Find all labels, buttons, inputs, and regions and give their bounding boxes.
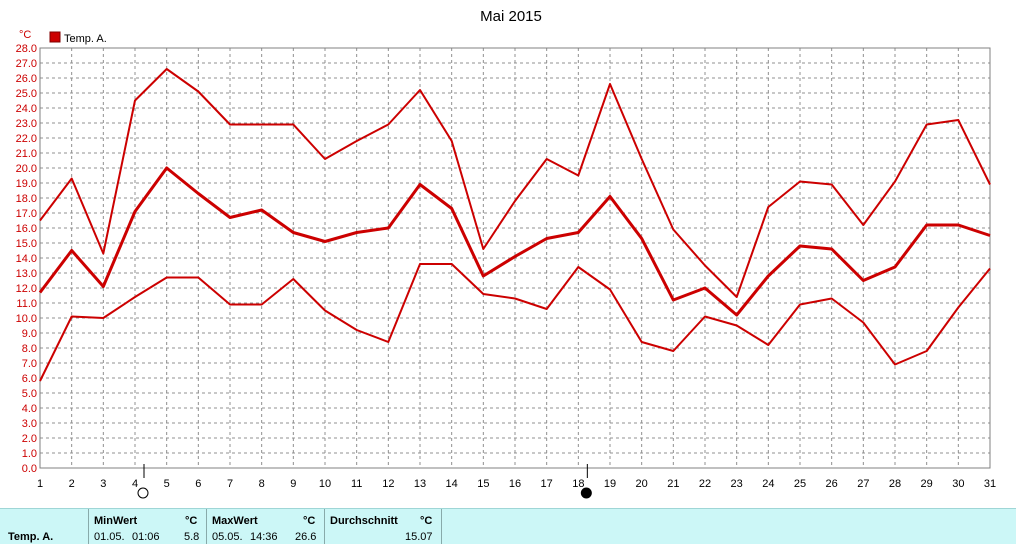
y-tick-label: 19.0	[16, 178, 37, 190]
y-tick-label: 11.0	[16, 298, 37, 310]
plot-frame	[39, 47, 991, 469]
y-tick-label: 2.0	[22, 433, 37, 445]
x-tick-label: 25	[794, 478, 806, 490]
x-tick-label: 20	[636, 478, 648, 490]
y-tick-label: 25.0	[16, 88, 37, 100]
y-tick-label: 7.0	[22, 358, 37, 370]
y-tick-label: 10.0	[16, 313, 37, 325]
y-tick-label: 27.0	[16, 58, 37, 70]
x-tick-label: 10	[319, 478, 331, 490]
avg-cell: Durchschnitt °C 15.07	[325, 509, 442, 544]
x-tick-label: 19	[604, 478, 616, 490]
x-tick-label: 26	[826, 478, 838, 490]
max-unit: °C	[303, 515, 316, 527]
series-line-max	[39, 68, 991, 298]
min-value: 5.8	[184, 531, 200, 543]
x-tick-label: 3	[100, 478, 106, 490]
y-tick-label: 3.0	[22, 418, 37, 430]
summary-row-label: Temp. A.	[8, 531, 54, 543]
y-tick-label: 0.0	[22, 463, 37, 475]
summary-panel: Temp. A. MinWert °C 01.05. 01:06 5.8 Max…	[0, 508, 1016, 544]
x-tick-label: 12	[382, 478, 394, 490]
x-tick-label: 13	[414, 478, 426, 490]
x-tick-label: 22	[699, 478, 711, 490]
x-tick-label: 2	[69, 478, 75, 490]
x-tick-label: 16	[509, 478, 521, 490]
avg-value: 15.07	[405, 531, 433, 543]
x-tick-label: 21	[667, 478, 679, 490]
max-time: 14:36	[250, 531, 278, 543]
x-tick-label: 7	[227, 478, 233, 490]
x-tick-label: 6	[195, 478, 201, 490]
x-tick-label: 29	[921, 478, 933, 490]
y-tick-label: 12.0	[16, 283, 37, 295]
y-tick-label: 22.0	[16, 133, 37, 145]
min-time: 01:06	[132, 531, 160, 543]
x-tick-label: 8	[259, 478, 265, 490]
y-tick-label: 21.0	[16, 148, 37, 160]
y-tick-label: 4.0	[22, 403, 37, 415]
min-date: 01.05.	[94, 531, 125, 543]
legend-label: Temp. A.	[64, 33, 107, 45]
y-tick-label: 9.0	[22, 328, 37, 340]
y-tick-label: 8.0	[22, 343, 37, 355]
x-tick-label: 4	[132, 478, 138, 490]
avg-header: Durchschnitt	[330, 515, 398, 527]
y-tick-label: 16.0	[16, 223, 37, 235]
min-header: MinWert	[94, 515, 138, 527]
max-cell: MaxWert °C 05.05. 14:36 26.6	[207, 509, 325, 544]
x-tick-label: 23	[731, 478, 743, 490]
legend-swatch	[49, 31, 61, 43]
y-tick-label: 28.0	[16, 43, 37, 55]
y-tick-label: 17.0	[16, 208, 37, 220]
y-tick-label: 15.0	[16, 238, 37, 250]
x-tick-label: 30	[952, 478, 964, 490]
y-tick-label: 23.0	[16, 118, 37, 130]
summary-row-label-cell: Temp. A.	[0, 509, 89, 544]
y-tick-label: 5.0	[22, 388, 37, 400]
y-tick-label: 26.0	[16, 73, 37, 85]
y-axis-unit: °C	[19, 29, 31, 41]
x-tick-label: 28	[889, 478, 901, 490]
y-tick-label: 1.0	[22, 448, 37, 460]
y-tick-label: 24.0	[16, 103, 37, 115]
min-unit: °C	[185, 515, 198, 527]
x-tick-label: 31	[984, 478, 996, 490]
y-tick-label: 13.0	[16, 268, 37, 280]
avg-unit: °C	[420, 515, 433, 527]
x-tick-label: 9	[290, 478, 296, 490]
full-moon-icon	[137, 487, 149, 499]
series-line-min	[39, 263, 991, 382]
series-line-avg	[38, 166, 991, 317]
y-tick-label: 18.0	[16, 193, 37, 205]
x-tick-label: 11	[351, 478, 362, 490]
x-tick-label: 17	[541, 478, 553, 490]
max-header: MaxWert	[212, 515, 258, 527]
max-value: 26.6	[295, 531, 317, 543]
y-tick-label: 6.0	[22, 373, 37, 385]
new-moon-icon	[580, 487, 592, 499]
x-tick-label: 5	[164, 478, 170, 490]
x-tick-label: 14	[446, 478, 458, 490]
x-tick-label: 27	[857, 478, 869, 490]
x-tick-label: 1	[37, 478, 43, 490]
max-date: 05.05.	[212, 531, 243, 543]
y-tick-label: 14.0	[16, 253, 37, 265]
min-cell: MinWert °C 01.05. 01:06 5.8	[89, 509, 207, 544]
temperature-chart: Mai 2015 °C Temp. A. 0.0 1.0 2.0 3.0 4.0 5.0 6…	[16, 8, 996, 499]
x-tick-label: 18	[572, 478, 584, 490]
x-tick-label: 15	[477, 478, 489, 490]
x-tick-label: 24	[762, 478, 774, 490]
chart-title: Mai 2015	[480, 8, 542, 25]
y-tick-label: 20.0	[16, 163, 37, 175]
